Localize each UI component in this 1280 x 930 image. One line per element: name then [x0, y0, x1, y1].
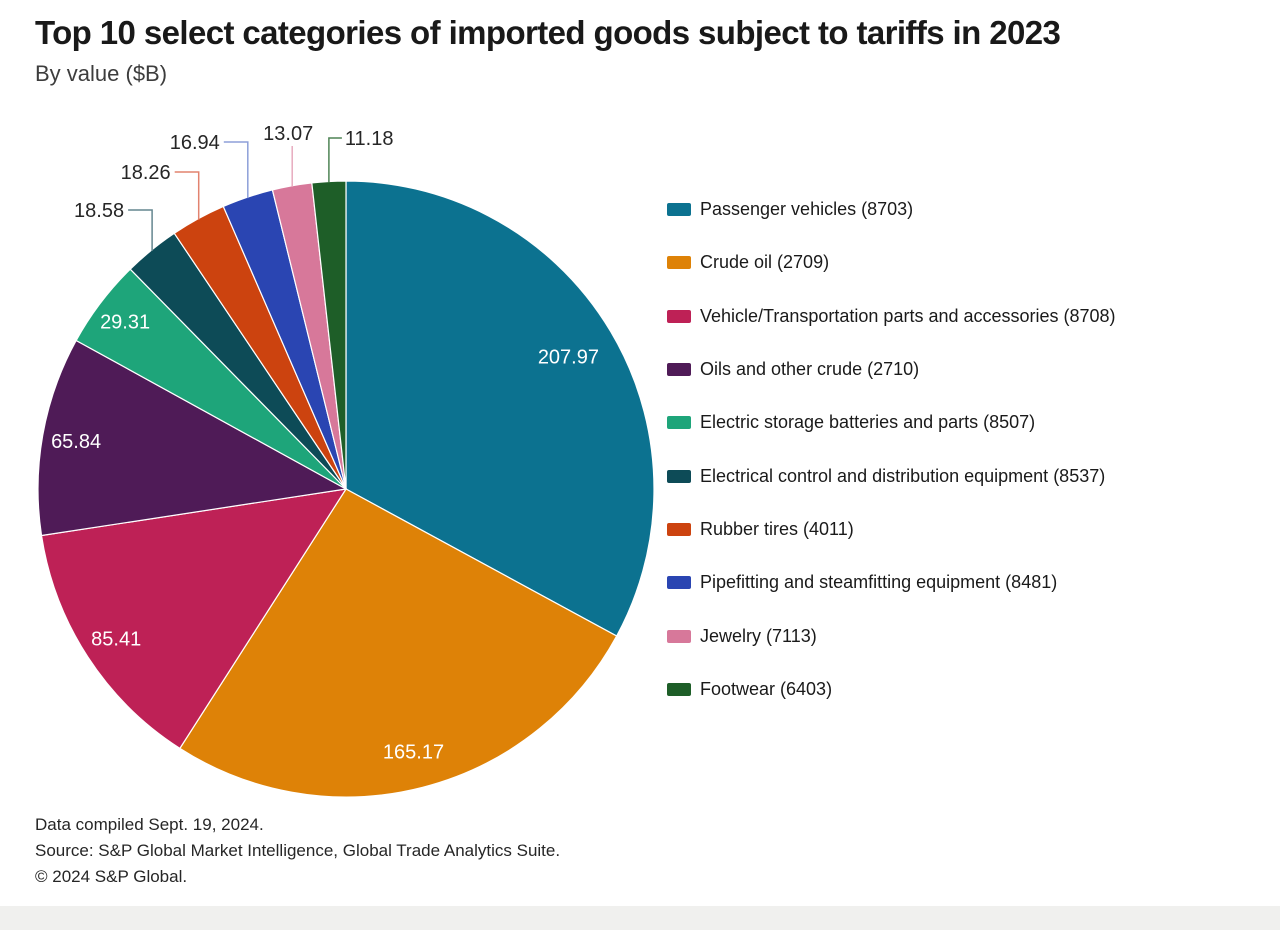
legend-swatch-icon: [667, 576, 691, 590]
legend-item-8537: Electrical control and distribution equi…: [667, 449, 1116, 502]
legend: Passenger vehicles (8703) Crude oil (2709…: [667, 183, 1116, 716]
value-label-callout: 16.94: [170, 132, 220, 154]
pie-slice-2709: [179, 488, 618, 798]
pie-slice-8703: [345, 180, 655, 637]
legend-item-8481: Pipefitting and steamfitting equipment (…: [667, 556, 1116, 609]
value-label-callout: 18.26: [121, 162, 171, 184]
value-label-callout: 13.07: [263, 123, 313, 145]
legend-swatch-icon: [667, 256, 691, 270]
value-label-inside: 207.97: [538, 347, 599, 369]
value-label-inside: 85.41: [91, 628, 141, 650]
callout-line: [128, 209, 153, 251]
legend-label: Electrical control and distribution equi…: [700, 465, 1106, 486]
legend-item-8708: Vehicle/Transportation parts and accesso…: [667, 290, 1116, 343]
legend-label: Jewelry (7113): [700, 625, 817, 646]
chart-title: Top 10 select categories of imported goo…: [35, 14, 1061, 51]
legend-swatch-icon: [667, 416, 691, 430]
callout-line: [174, 171, 200, 220]
legend-swatch-icon: [667, 309, 691, 323]
legend-swatch-icon: [667, 682, 691, 696]
legend-label: Pipefitting and steamfitting equipment (…: [700, 572, 1058, 593]
legend-label: Electric storage batteries and parts (85…: [700, 412, 1036, 433]
footer: Data compiled Sept. 19, 2024. Source: S&…: [35, 812, 560, 890]
legend-label: Footwear (6403): [700, 678, 833, 699]
value-label-callout: 18.58: [74, 200, 124, 222]
legend-swatch-icon: [667, 363, 691, 377]
legend-swatch-icon: [667, 469, 691, 483]
legend-swatch-icon: [667, 522, 691, 536]
legend-swatch-icon: [667, 203, 691, 217]
value-label-inside: 65.84: [51, 431, 101, 453]
legend-item-7113: Jewelry (7113): [667, 609, 1116, 662]
pie-slice-2710: [37, 339, 348, 537]
legend-item-4011: Rubber tires (4011): [667, 503, 1116, 556]
bottom-band-divider: [0, 906, 1280, 930]
legend-label: Oils and other crude (2710): [700, 359, 920, 380]
legend-item-2709: Crude oil (2709): [667, 236, 1116, 289]
chart-subtitle: By value ($B): [35, 60, 168, 86]
legend-label: Crude oil (2709): [700, 252, 830, 273]
legend-item-8703: Passenger vehicles (8703): [667, 183, 1116, 236]
legend-label: Vehicle/Transportation parts and accesso…: [700, 305, 1116, 326]
legend-item-8507: Electric storage batteries and parts (85…: [667, 396, 1116, 449]
pie-slice-8708: [40, 488, 348, 750]
callout-line: [328, 137, 342, 183]
footer-note-compiled: Data compiled Sept. 19, 2024.: [35, 815, 264, 834]
value-label-callout: 11.18: [345, 128, 394, 150]
footer-note-copyright: © 2024 S&P Global.: [35, 867, 188, 886]
legend-item-2710: Oils and other crude (2710): [667, 343, 1116, 396]
legend-label: Passenger vehicles (8703): [700, 199, 914, 220]
legend-swatch-icon: [667, 629, 691, 643]
legend-label: Rubber tires (4011): [700, 518, 854, 539]
chart-header: Top 10 select categories of imported goo…: [35, 14, 1061, 87]
value-label-inside: 165.17: [383, 742, 444, 764]
value-label-inside: 29.31: [100, 312, 150, 334]
callout-line: [223, 141, 249, 199]
footer-note-source: Source: S&P Global Market Intelligence, …: [35, 841, 561, 860]
legend-item-6403: Footwear (6403): [667, 663, 1116, 716]
